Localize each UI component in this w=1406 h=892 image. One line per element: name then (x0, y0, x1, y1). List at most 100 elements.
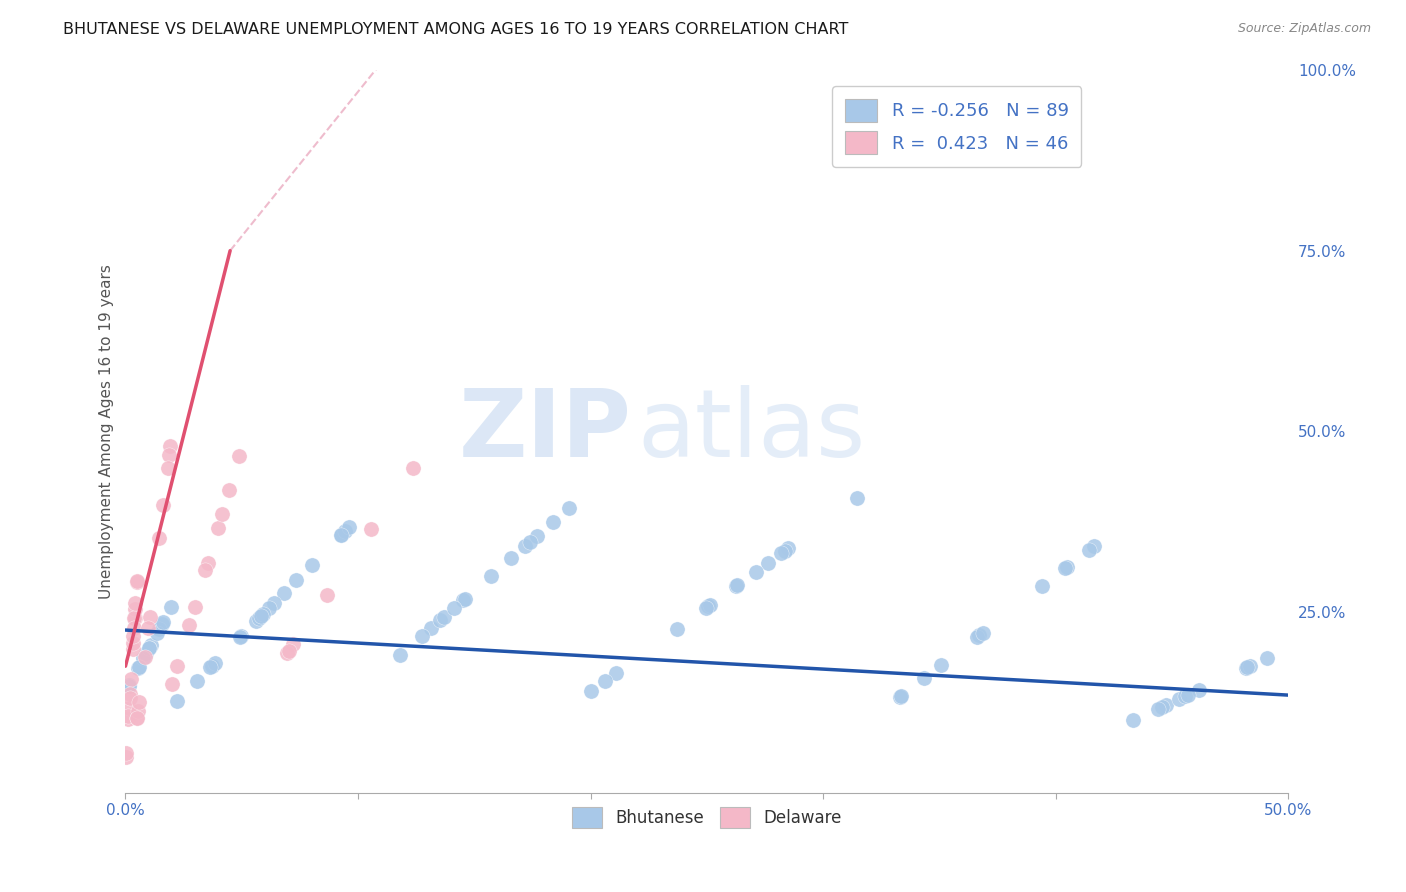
Point (276, 646, 298, 660)
Point (1234, 660, 1257, 674)
Point (1256, 651, 1278, 665)
Point (118, 691, 141, 706)
Point (595, 673, 617, 688)
Point (115, 750, 138, 764)
Point (138, 641, 160, 656)
Point (245, 614, 267, 628)
Point (316, 588, 339, 602)
Point (128, 659, 150, 673)
Point (330, 528, 353, 542)
Point (117, 708, 139, 723)
Point (695, 600, 717, 615)
Point (138, 641, 160, 656)
Point (218, 483, 240, 498)
Point (120, 672, 142, 686)
Point (697, 599, 720, 613)
Point (127, 704, 149, 718)
Point (136, 621, 159, 635)
Point (443, 601, 465, 615)
Point (912, 671, 935, 685)
Point (1152, 699, 1174, 714)
Point (1154, 698, 1177, 712)
Point (186, 673, 208, 688)
Point (124, 611, 146, 625)
Point (453, 592, 475, 607)
Point (122, 636, 145, 650)
Point (401, 461, 423, 475)
Point (252, 607, 274, 621)
Point (122, 629, 145, 643)
Point (1031, 579, 1053, 593)
Point (156, 460, 179, 475)
Point (360, 523, 382, 537)
Point (1054, 561, 1077, 575)
Point (127, 661, 149, 675)
Point (433, 609, 456, 624)
Point (198, 660, 221, 674)
Point (1056, 560, 1078, 574)
Point (499, 551, 522, 566)
Point (166, 659, 188, 673)
Point (146, 625, 169, 640)
Point (301, 558, 323, 572)
Point (558, 501, 581, 516)
Point (519, 534, 541, 549)
Point (135, 647, 157, 661)
Point (725, 578, 748, 592)
Point (972, 625, 994, 640)
Point (285, 574, 308, 588)
Point (152, 498, 174, 512)
Point (454, 591, 477, 606)
Point (152, 615, 174, 629)
Point (605, 665, 627, 680)
Point (157, 448, 180, 462)
Point (139, 638, 162, 652)
Point (273, 586, 295, 600)
Point (115, 746, 138, 760)
Point (1236, 660, 1258, 674)
Point (263, 596, 285, 610)
Point (125, 575, 148, 590)
Point (388, 648, 411, 662)
Point (1177, 688, 1199, 702)
Text: BHUTANESE VS DELAWARE UNEMPLOYMENT AMONG AGES 16 TO 19 YEARS CORRELATION CHART: BHUTANESE VS DELAWARE UNEMPLOYMENT AMONG… (63, 22, 849, 37)
Point (124, 610, 146, 624)
Point (179, 618, 201, 632)
Point (122, 621, 145, 635)
Point (337, 520, 360, 534)
Point (1083, 539, 1105, 553)
Point (429, 613, 451, 627)
Point (194, 563, 217, 577)
Point (211, 508, 233, 522)
Point (204, 656, 226, 670)
Point (247, 611, 270, 625)
Point (330, 528, 353, 542)
Text: ZIP: ZIP (458, 385, 631, 477)
Point (201, 658, 224, 673)
Point (121, 642, 143, 657)
Point (228, 450, 250, 464)
Point (150, 616, 173, 631)
Point (117, 679, 139, 693)
Point (118, 687, 141, 701)
Point (117, 712, 139, 726)
Point (127, 711, 149, 725)
Point (127, 711, 149, 725)
Point (148, 532, 170, 546)
Point (1174, 689, 1197, 703)
Point (207, 521, 229, 535)
Point (966, 630, 988, 644)
Point (277, 644, 299, 658)
Point (229, 630, 252, 644)
Point (889, 690, 911, 704)
Point (479, 568, 502, 582)
Point (890, 689, 912, 703)
Point (1239, 658, 1261, 673)
Legend: Bhutanese, Delaware: Bhutanese, Delaware (565, 800, 849, 835)
Point (249, 609, 271, 624)
Point (118, 678, 141, 692)
Point (1078, 542, 1101, 557)
Point (969, 628, 991, 642)
Point (770, 546, 793, 560)
Point (541, 515, 564, 529)
